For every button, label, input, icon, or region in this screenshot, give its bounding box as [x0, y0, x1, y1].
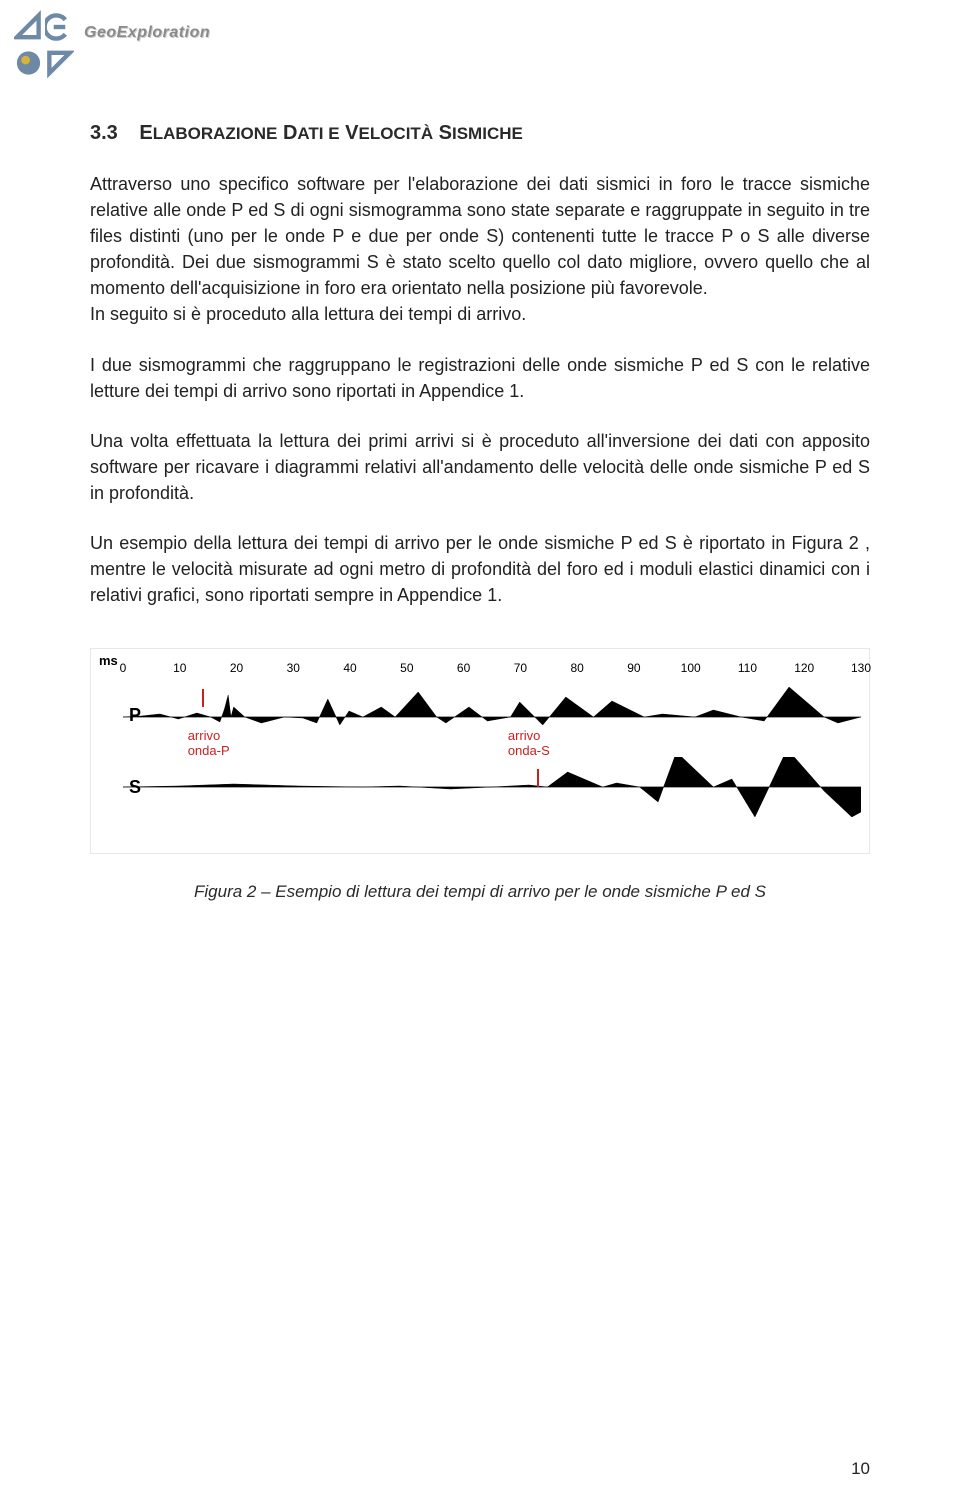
section-heading: 3.3 ELABORAZIONE DATI E VELOCITÀ SISMICH…: [90, 122, 870, 145]
p-wave-svg: [123, 687, 861, 747]
brand-name: GeoExploration: [84, 24, 210, 42]
x-tick: 30: [287, 661, 300, 675]
seismogram-chart: ms 0102030405060708090100110120130 P S: [93, 651, 867, 851]
x-tick: 70: [514, 661, 527, 675]
logo-triangle-icon: [14, 10, 43, 44]
x-tick: 20: [230, 661, 243, 675]
page-number: 10: [851, 1459, 870, 1479]
logo-letter-e-icon: [45, 10, 74, 44]
logo-grid: [14, 10, 74, 56]
x-tick: 80: [570, 661, 583, 675]
figure-seismogram: ms 0102030405060708090100110120130 P S: [90, 648, 870, 854]
page-header: GeoExploration: [0, 0, 960, 62]
x-tick: 110: [738, 661, 757, 675]
logo-triangle2-icon: [45, 46, 74, 80]
paragraph-4: Un esempio della lettura dei tempi di ar…: [90, 530, 870, 608]
para1-text: Attraverso uno specifico software per l'…: [90, 174, 870, 298]
axis-area: 0102030405060708090100110120130 P S: [123, 657, 861, 845]
paragraph-1: Attraverso uno specifico software per l'…: [90, 171, 870, 328]
paragraph-2: I due sismogrammi che raggruppano le reg…: [90, 352, 870, 404]
x-tick: 60: [457, 661, 470, 675]
figure-caption: Figura 2 – Esempio di lettura dei tempi …: [90, 882, 870, 902]
page-content: 3.3 ELABORAZIONE DATI E VELOCITÀ SISMICH…: [0, 62, 960, 902]
x-tick: 120: [794, 661, 814, 675]
x-tick: 0: [120, 661, 127, 675]
section-title-text: ELABORAZIONE DATI E VELOCITÀ SISMICHE: [139, 122, 522, 144]
arrival-p-label: arrivoonda-P: [188, 729, 230, 758]
s-wave-row: [123, 757, 861, 817]
s-wave-svg: [123, 757, 861, 817]
x-tick: 10: [173, 661, 186, 675]
arrival-s-marker: [537, 769, 539, 787]
x-tick: 40: [343, 661, 356, 675]
x-tick: 100: [681, 661, 701, 675]
x-tick: 90: [627, 661, 640, 675]
x-tick: 130: [851, 661, 871, 675]
axis-unit-label: ms: [99, 653, 118, 668]
logo-globe-icon: [14, 46, 43, 80]
arrival-p-marker: [202, 689, 204, 707]
p-wave-row: [123, 687, 861, 747]
paragraph-3: Una volta effettuata la lettura dei prim…: [90, 428, 870, 506]
para1b-text: In seguito si è proceduto alla lettura d…: [90, 304, 526, 324]
arrival-s-label: arrivoonda-S: [508, 729, 550, 758]
x-tick: 50: [400, 661, 413, 675]
section-number: 3.3: [90, 122, 118, 144]
